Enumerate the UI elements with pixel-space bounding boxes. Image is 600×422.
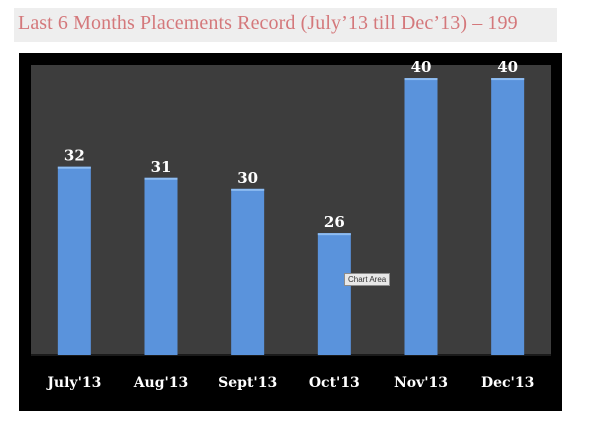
- x-tick-labels-layer: July'13 Aug'13 Sept'13 Oct'13 Nov'13 Dec'13: [45, 375, 534, 391]
- data-label: 26: [324, 213, 345, 231]
- bar-top-highlight: [404, 78, 438, 81]
- bar-top-highlight: [57, 166, 91, 169]
- bar-top-highlight: [491, 78, 525, 81]
- bar-nov-13: [404, 78, 438, 356]
- bar-dec-13: [491, 78, 525, 356]
- page-title-band: [14, 8, 557, 42]
- bar-july-13: [57, 166, 91, 355]
- bar-top-highlight: [317, 233, 351, 236]
- bar-top-highlight: [144, 177, 178, 180]
- bar-top-highlight: [231, 188, 265, 191]
- x-tick-label: Sept'13: [218, 375, 277, 391]
- data-label: 40: [411, 58, 432, 76]
- x-tick-label: Aug'13: [133, 375, 189, 391]
- x-tick-label: Nov'13: [394, 375, 448, 391]
- data-labels-layer: 32 31 30 26 40 40: [64, 58, 518, 231]
- chart-area-tooltip: Chart Area: [344, 273, 391, 286]
- x-tick-label: Dec'13: [481, 375, 534, 391]
- page-title: Last 6 Months Placements Record (July’13…: [18, 12, 518, 34]
- bar-aug-13: [144, 177, 178, 355]
- data-label: 30: [237, 169, 258, 187]
- plot-area: [31, 65, 551, 355]
- bar-oct-13: [317, 233, 351, 355]
- data-label: 32: [64, 147, 85, 165]
- data-label: 40: [497, 58, 518, 76]
- bar-sept-13: [231, 188, 265, 355]
- data-label: 31: [151, 158, 172, 176]
- chart-area[interactable]: 32 31 30 26 40 40 July'13 Aug'13 Sept'13 Oct'13 N…: [19, 53, 562, 411]
- bar-chart: 32 31 30 26 40 40 July'13 Aug'13 Sept'13 Oct'13 N…: [31, 58, 551, 391]
- x-tick-label: July'13: [45, 375, 101, 391]
- bars-layer: [57, 78, 525, 356]
- x-tick-label: Oct'13: [309, 375, 360, 391]
